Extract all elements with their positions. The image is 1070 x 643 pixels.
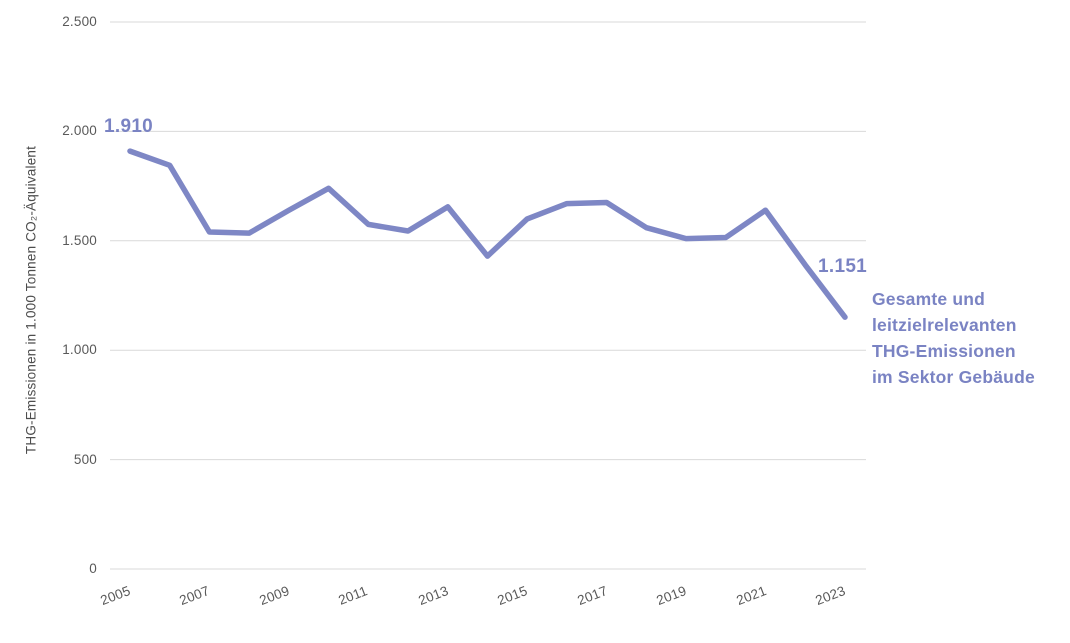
y-tick-label-500: 500 [73,451,97,467]
y-tick-label-1.500: 1.500 [62,232,97,248]
y-axis-title: THG-Emissionen in 1.000 Tonnen CO₂-Äquiv… [23,145,39,455]
y-tick-label-0: 0 [89,561,97,576]
y-tick-label-2.000: 2.000 [62,123,97,139]
first-point-data-label: 1.910 [104,116,154,137]
emissions-series-line [127,148,848,320]
y-tick-label-1.000: 1.000 [62,342,97,358]
last-point-data-label: 1.151 [818,256,868,277]
series-annotation-label: Gesamte und leitzielrelevanten THG-Emiss… [872,289,1035,387]
y-tick-label-2.500: 2.500 [62,14,97,29]
